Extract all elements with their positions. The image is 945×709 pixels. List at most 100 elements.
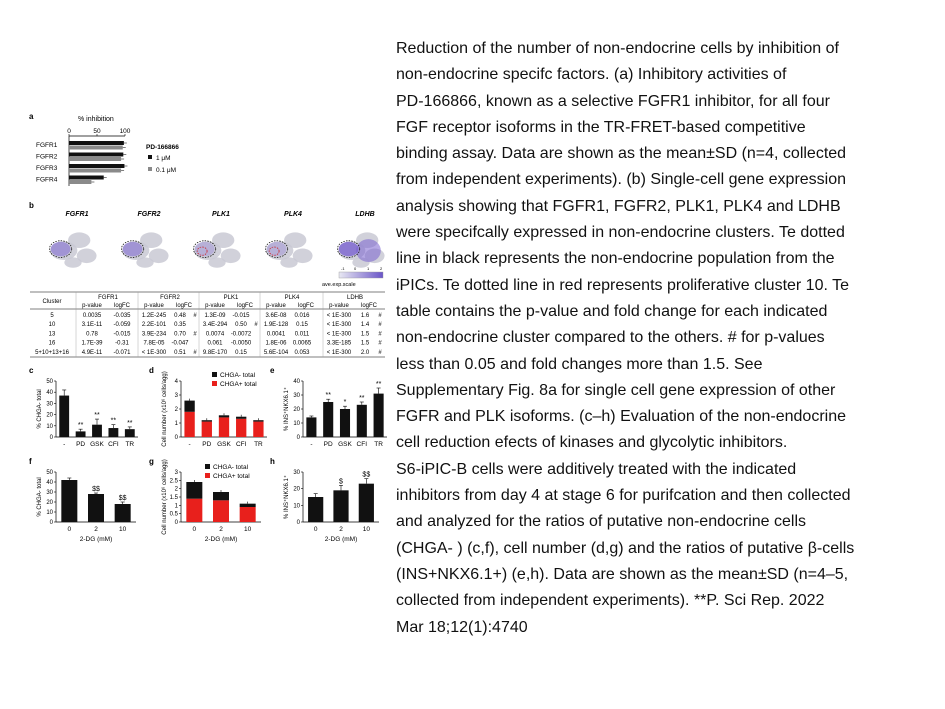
table-cell: 1.3E-09: [204, 313, 226, 319]
scale-tick: 0: [354, 266, 357, 271]
y-axis-label: % INS⁺NKX6.1⁺: [283, 475, 290, 519]
table-cell: 3.9E-234: [142, 331, 167, 337]
y-tick-label: 20: [293, 487, 300, 493]
table-cell: #: [254, 322, 258, 328]
tsne-dotted-outline: [49, 240, 73, 258]
table-cell: -0.035: [113, 313, 131, 319]
table-cell: 0.0041: [267, 331, 286, 337]
table-subheader: p-value: [266, 303, 286, 309]
bar-chga-minus: [201, 420, 212, 422]
y-axis-label: % INS⁺NKX6.1⁺: [283, 387, 290, 431]
table-cell: < 1E-300: [142, 350, 167, 356]
significance-marker: **: [111, 418, 117, 425]
table-subheader: logFC: [114, 303, 131, 309]
table-cell: -0.047: [171, 341, 189, 347]
table-header-gene: FGFR2: [160, 295, 180, 301]
panel-a-tick-0: 0: [67, 128, 71, 135]
table-cell: 1.5: [361, 331, 370, 337]
significance-marker: **: [127, 420, 133, 427]
caption-line: (CHGA- ) (c,f), cell number (d,g) and th…: [396, 539, 855, 557]
x-tick-label: 2: [94, 526, 98, 533]
y-tick-label: 30: [46, 401, 53, 407]
tsne-expression: [266, 241, 287, 257]
table-cell: < 1E-300: [327, 350, 352, 356]
table-cell: 0.48: [174, 313, 186, 319]
tsne-cluster: [148, 248, 169, 264]
x-tick-label: 0: [193, 526, 197, 533]
caption-line: collected from independent experiments).…: [396, 592, 825, 610]
tsne-cluster: [76, 248, 97, 264]
y-tick-label: 30: [293, 393, 300, 399]
table-cell: #: [378, 341, 382, 347]
significance-marker: $: [339, 478, 343, 485]
panel-a-category-label: FGFR4: [36, 177, 58, 184]
tsne-expression: [194, 241, 215, 257]
caption-line: non-endocrine cluster compared to the ot…: [396, 329, 825, 347]
y-tick-label: 10: [293, 503, 300, 509]
scale-tick: 1: [367, 266, 370, 271]
bar-chga-plus: [186, 498, 203, 522]
x-tick-label: PD: [76, 441, 85, 448]
bar: [373, 393, 384, 437]
x-axis-label: 2-DG (mM): [325, 536, 358, 543]
x-axis-label: 2-DG (mM): [80, 536, 113, 543]
y-tick-label: 3: [175, 393, 179, 399]
tsne-cluster: [208, 257, 226, 268]
table-cell: 0.78: [86, 331, 98, 337]
table-cell-cluster: 5+10+13+16: [35, 350, 70, 356]
bar-chga-plus: [236, 418, 247, 437]
x-tick-label: 0: [68, 526, 72, 533]
caption-line: PD-166866, known as a selective FGFR1 in…: [396, 92, 830, 110]
table-cell: 3.1E-11: [82, 322, 103, 328]
legend-swatch-plus: [212, 381, 217, 386]
table-cell-cluster: 16: [49, 341, 56, 347]
table-cell: 4.9E-11: [82, 350, 103, 356]
bar: [61, 480, 78, 522]
table-cell: 1.2E-245: [142, 313, 167, 319]
tsne-cluster: [212, 232, 235, 248]
y-tick-label: 3: [175, 470, 179, 476]
table-subheader: p-value: [329, 303, 349, 309]
x-tick-label: CFI: [357, 441, 368, 448]
x-tick-label: GSK: [217, 441, 231, 448]
panel-h-chart: 0 10 20 30% INS⁺NKX6.1⁺ 0 2 $10 $$ 2-DG (mM): [283, 470, 379, 543]
panel-a-legend-swatch-low: [148, 167, 152, 171]
tsne-gene-title: LDHB: [355, 211, 374, 218]
caption-line: less than 0.05 and fold changes more tha…: [396, 355, 763, 373]
table-cell: 0.0074: [206, 331, 225, 337]
table-cell: < 1E-300: [327, 322, 352, 328]
table-cell: < 1E-300: [327, 331, 352, 337]
tsne-gene-title: PLK4: [284, 211, 302, 218]
table-cell: 3.3E-185: [327, 341, 352, 347]
y-tick-label: 10: [46, 510, 53, 516]
panel-a-legend-low: 0.1 μM: [156, 167, 176, 174]
panel-label-f: f: [29, 457, 32, 466]
tsne-cluster: [136, 257, 154, 268]
tsne-gene-title: FGFR1: [66, 211, 89, 218]
expression-table: Cluster FGFR1 p-value logFC FGFR2 p-value logF…: [30, 291, 385, 358]
bar-chga-plus: [201, 421, 212, 437]
x-tick-label: -: [189, 441, 191, 448]
y-tick-label: 0: [50, 520, 54, 526]
panel-label-h: h: [270, 457, 275, 466]
table-cell: 1.9E-128: [264, 322, 289, 328]
figure-caption: Reduction of the number of non-endocrine…: [396, 36, 931, 641]
x-tick-label: PD: [202, 441, 211, 448]
table-header-gene: LDHB: [347, 295, 363, 301]
scale-bar: [338, 271, 384, 279]
y-tick-label: 1: [175, 421, 179, 427]
table-cell: 0.70: [174, 331, 186, 337]
bar-chga-minus: [218, 415, 230, 418]
panel-c-chart: 0 10 20 30 40 50% CHGA- total - PD ** GSK ** CFI ** T…: [37, 379, 138, 448]
caption-line: cell reduction efects of kinases and gly…: [396, 434, 788, 452]
panel-b-tsne: FGFR1 FGFR2 PLK1 PLK4 LDHB -1 0 1 2: [49, 211, 385, 271]
panel-a-tick-50: 50: [93, 128, 101, 135]
bar: [323, 402, 334, 437]
y-tick-label: 30: [46, 490, 53, 496]
table-cell: 5.6E-104: [264, 350, 289, 356]
table-cell: 2.2E-101: [142, 322, 167, 328]
caption-line: from independent experiments). (b) Singl…: [396, 171, 847, 189]
panel-e-chart: 0 10 20 30 40% INS⁺NKX6.1⁺ - PD ** GSK * CFI ** TR **: [283, 379, 387, 448]
y-tick-label: 2: [175, 487, 179, 493]
